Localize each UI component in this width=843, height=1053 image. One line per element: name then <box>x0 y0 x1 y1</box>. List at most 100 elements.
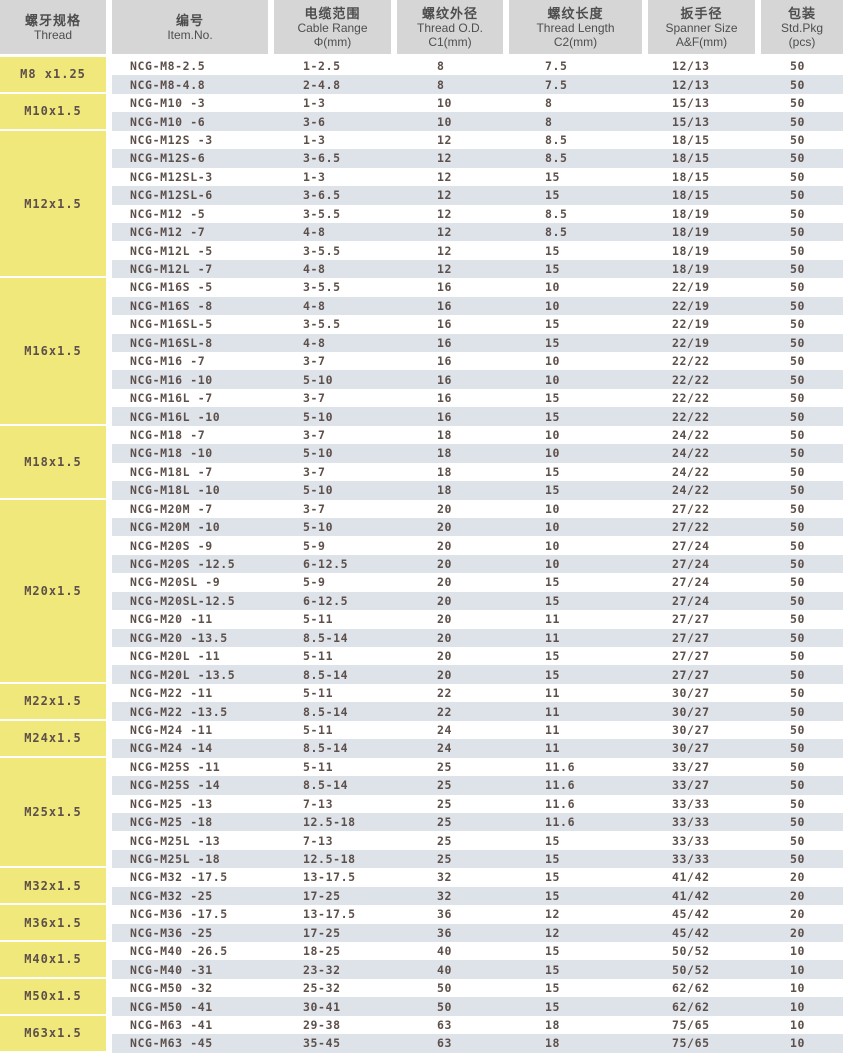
std-pkg-cell: 50 <box>761 812 843 832</box>
spanner-size-cell: 33/33 <box>648 849 761 869</box>
thread-length-cell: 11 <box>545 612 561 627</box>
table-row: NCG-M40 -31 23-32 40 15 50/52 10 <box>0 960 843 979</box>
table-row: M40x1.5 NCG-M40 -26.5 18-25 40 15 50/52 … <box>0 942 843 979</box>
table-row: M18x1.5 NCG-M18 -7 3-7 18 10 24/22 50 <box>0 425 843 500</box>
cable-range-cell: 1-3 <box>303 169 326 184</box>
std-pkg-cell: 20 <box>790 907 806 922</box>
std-pkg-cell: 50 <box>790 538 806 553</box>
thread-od-cell: 25 <box>437 759 453 774</box>
thread-od-cell: 12 <box>397 186 509 205</box>
spanner-size-cell: 18/19 <box>672 243 710 258</box>
std-pkg-cell: 10 <box>790 981 806 996</box>
spanner-size-cell: 24/22 <box>648 444 761 463</box>
cable-range-cell: 8.5-14 <box>274 628 397 647</box>
item-no-cell: NCG-M36 -25 <box>112 923 274 942</box>
header-cable-range-sub: Φ(mm) <box>313 34 352 49</box>
table-row: NCG-M32 -25 17-25 32 15 41/42 20 <box>0 886 843 906</box>
thread-od-cell: 16 <box>437 354 453 369</box>
spanner-size-cell: 50/52 <box>648 960 761 979</box>
table-row: NCG-M20SL -9 5-9 20 15 27/24 50 <box>0 573 843 591</box>
spanner-size-cell: 18/19 <box>672 206 710 221</box>
thread-length-cell: 15 <box>509 259 648 279</box>
std-pkg-cell: 50 <box>790 612 806 627</box>
thread-group-cell: M50x1.5 <box>0 978 112 1016</box>
item-no-cell: NCG-M63 -41 <box>130 1017 213 1032</box>
std-pkg-cell: 50 <box>761 370 843 389</box>
std-pkg-cell: 10 <box>761 997 843 1016</box>
header-thread-zh: 螺牙规格 <box>24 12 81 28</box>
table-row: M24x1.5 NCG-M24 -11 5-11 24 11 30/27 50 <box>0 720 843 758</box>
header-std-pkg: 包装 Std.Pkg (pcs) <box>761 0 843 57</box>
cable-range-cell: 1-3 <box>303 96 326 111</box>
table-header: 螺牙规格 Thread 编号 Item.No. 电缆范围 Cable Range… <box>0 0 843 57</box>
header-item-no: 编号 Item.No. <box>112 0 274 57</box>
spanner-size-cell: 27/27 <box>672 649 710 664</box>
std-pkg-cell: 50 <box>761 296 843 316</box>
table-row: NCG-M20S -9 5-9 20 10 27/24 50 <box>0 536 843 554</box>
std-pkg-cell: 10 <box>761 960 843 979</box>
item-no-cell: NCG-M16S -8 <box>112 296 274 316</box>
thread-od-cell: 16 <box>397 296 509 316</box>
spanner-size-cell: 18/15 <box>648 186 761 205</box>
thread-od-cell: 12 <box>437 132 453 147</box>
cable-range-cell: 25-32 <box>303 981 341 996</box>
item-no-cell: NCG-M20S -12.5 <box>112 554 274 574</box>
spanner-size-cell: 27/27 <box>672 612 710 627</box>
thread-od-cell: 25 <box>437 796 453 811</box>
spanner-size-cell: 45/42 <box>648 923 761 942</box>
std-pkg-cell: 50 <box>790 206 806 221</box>
table-row: NCG-M12L -7 4-8 12 15 18/19 50 <box>0 259 843 279</box>
cable-range-cell: 30-41 <box>274 997 397 1016</box>
thread-od-cell: 10 <box>437 96 453 111</box>
thread-od-cell: 12 <box>437 169 453 184</box>
item-no-cell: NCG-M24 -11 <box>130 722 213 737</box>
spanner-size-cell: 33/33 <box>672 833 710 848</box>
cable-range-cell: 5-11 <box>303 722 334 737</box>
spanner-size-cell: 75/65 <box>672 1017 710 1032</box>
thread-length-cell: 10 <box>545 280 561 295</box>
thread-length-cell: 12 <box>545 907 561 922</box>
spanner-size-cell: 33/33 <box>672 796 710 811</box>
cable-range-cell: 1-2.5 <box>303 59 341 74</box>
std-pkg-cell: 50 <box>761 665 843 684</box>
thread-group-cell: M10x1.5 <box>0 93 112 131</box>
thread-od-cell: 16 <box>437 280 453 295</box>
thread-length-cell: 18 <box>509 1034 648 1053</box>
header-cable-range-zh: 电缆范围 <box>304 5 361 21</box>
thread-length-cell: 15 <box>545 944 561 959</box>
header-thread-length-en: Thread Length <box>536 20 615 35</box>
header-spanner-size: 扳手径 Spanner Size A&F(mm) <box>648 0 761 57</box>
thread-length-cell: 11 <box>509 739 648 758</box>
thread-od-cell: 20 <box>437 575 453 590</box>
spanner-size-cell: 24/22 <box>648 481 761 500</box>
table-row: NCG-M25 -13 7-13 25 11.6 33/33 50 <box>0 795 843 813</box>
item-no-cell: NCG-M25S -14 <box>112 776 274 795</box>
item-no-cell: NCG-M20S -9 <box>130 538 213 553</box>
table-row: NCG-M25S -14 8.5-14 25 11.6 33/27 50 <box>0 776 843 795</box>
item-no-cell: NCG-M50 -41 <box>112 997 274 1016</box>
thread-length-cell: 10 <box>545 501 561 516</box>
thread-group-cell: M25x1.5 <box>0 757 112 869</box>
item-no-cell: NCG-M25L -13 <box>130 833 221 848</box>
thread-length-cell: 15 <box>509 886 648 906</box>
header-std-pkg-zh: 包装 <box>787 5 816 21</box>
std-pkg-cell: 50 <box>761 444 843 463</box>
thread-od-cell: 22 <box>437 686 453 701</box>
spanner-size-cell: 27/27 <box>648 628 761 647</box>
thread-od-cell: 32 <box>437 870 453 885</box>
thread-length-cell: 10 <box>545 538 561 553</box>
table-row: NCG-M24 -14 8.5-14 24 11 30/27 50 <box>0 739 843 758</box>
cable-range-cell: 3-6.5 <box>274 186 397 205</box>
header-cable-range: 电缆范围 Cable Range Φ(mm) <box>274 0 397 57</box>
cable-range-cell: 17-25 <box>274 886 397 906</box>
thread-group-cell: M16x1.5 <box>0 278 112 426</box>
cable-range-cell: 5-9 <box>303 538 326 553</box>
std-pkg-cell: 50 <box>790 427 806 442</box>
thread-od-cell: 18 <box>397 481 509 500</box>
table-row: NCG-M16 -7 3-7 16 10 22/22 50 <box>0 352 843 370</box>
item-no-cell: NCG-M25L -18 <box>112 849 274 869</box>
header-thread-od-sub: C1(mm) <box>428 34 472 49</box>
spanner-size-cell: 27/24 <box>648 554 761 574</box>
table-row: M50x1.5 NCG-M50 -32 25-32 50 15 62/62 10 <box>0 978 843 1016</box>
spanner-size-cell: 22/19 <box>672 317 710 332</box>
